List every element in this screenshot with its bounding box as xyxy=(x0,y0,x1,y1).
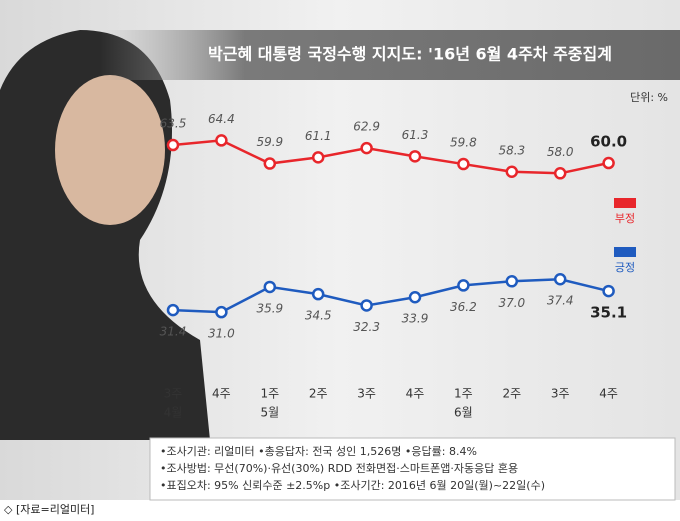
data-point xyxy=(505,275,519,288)
data-point xyxy=(215,305,228,319)
data-point xyxy=(360,299,373,312)
month-label: 5월 xyxy=(260,406,279,420)
data-point xyxy=(360,141,373,155)
value-label: 61.3 xyxy=(402,128,429,142)
data-point xyxy=(602,284,615,298)
value-label: 32.3 xyxy=(353,320,380,334)
data-point xyxy=(602,156,615,170)
value-label: 34.5 xyxy=(305,309,332,323)
value-label: 33.9 xyxy=(402,312,429,326)
legend-swatch xyxy=(614,198,636,208)
value-label: 59.9 xyxy=(256,135,283,149)
data-point xyxy=(408,290,422,304)
x-tick-label: 3주 xyxy=(551,387,570,401)
data-point xyxy=(553,272,567,286)
data-point xyxy=(457,157,470,171)
data-point xyxy=(311,287,325,301)
data-point xyxy=(215,134,228,147)
value-label: 59.8 xyxy=(450,136,477,150)
note: •표집오차: 95% 신뢰수준 ±2.5%p •조사기간: 2016년 6월 2… xyxy=(160,478,545,492)
month-label: 6월 xyxy=(454,406,473,420)
chart-title: 박근혜 대통령 국정수행 지지도: '16년 6월 4주차 주중집계 xyxy=(208,45,612,64)
value-label: 60.0 xyxy=(590,133,627,151)
value-label: 63.5 xyxy=(160,117,187,131)
data-point xyxy=(553,167,567,180)
legend-swatch xyxy=(614,247,636,257)
value-label: 37.4 xyxy=(547,294,574,308)
data-point xyxy=(457,279,470,292)
data-point xyxy=(505,165,519,179)
data-point xyxy=(311,151,325,164)
x-tick-label: 4주 xyxy=(212,387,231,401)
value-label: 31.0 xyxy=(208,327,235,341)
x-tick-label: 1주 xyxy=(260,387,279,401)
value-label: 58.0 xyxy=(547,145,574,159)
value-label: 35.1 xyxy=(590,304,627,322)
x-tick-label: 2주 xyxy=(502,387,521,401)
value-label: 62.9 xyxy=(353,120,380,134)
note: •조사방법: 무선(70%)·유선(30%) RDD 전화면접·스마트폰앱·자동… xyxy=(160,462,518,475)
value-label: 61.1 xyxy=(305,129,332,143)
value-label: 37.0 xyxy=(498,296,525,310)
data-point xyxy=(263,280,277,294)
x-tick-label: 4주 xyxy=(406,387,425,401)
x-tick-label: 4주 xyxy=(599,387,618,401)
note: •조사기관: 리얼미터 •총응답자: 전국 성인 1,526명 •응답률: 8.… xyxy=(160,444,477,458)
value-label: 64.4 xyxy=(208,112,235,126)
series-line xyxy=(172,277,609,314)
source: ◇ [자료=리얼미터] xyxy=(4,502,94,516)
photo-face xyxy=(55,75,165,225)
value-label: 36.2 xyxy=(450,300,477,314)
value-label: 31.4 xyxy=(160,325,187,339)
series-line xyxy=(172,139,609,175)
x-tick-label: 3주 xyxy=(357,387,376,401)
value-label: 58.3 xyxy=(498,143,525,157)
x-tick-label: 2주 xyxy=(309,387,328,401)
legend-label: 긍정 xyxy=(615,261,635,274)
data-point xyxy=(166,303,180,317)
data-point xyxy=(408,150,422,163)
month-label: 4월 xyxy=(164,406,183,420)
legend-label: 부정 xyxy=(615,212,635,225)
x-tick-label: 3주 xyxy=(164,387,183,401)
title-bar xyxy=(100,30,680,80)
notes-box xyxy=(149,437,676,501)
data-point xyxy=(263,157,277,170)
data-point xyxy=(166,138,180,152)
x-tick-label: 1주 xyxy=(454,387,473,401)
unit-label: 단위: % xyxy=(630,91,668,104)
value-label: 35.9 xyxy=(256,301,283,315)
